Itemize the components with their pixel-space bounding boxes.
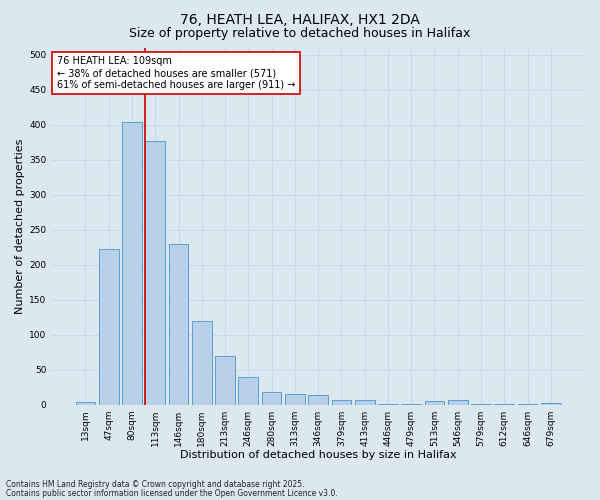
Bar (215, 356, 235, 405)
Text: 76, HEATH LEA, HALIFAX, HX1 2DA: 76, HEATH LEA, HALIFAX, HX1 2DA (180, 12, 420, 26)
Bar (262, 392, 281, 404)
Bar (332, 400, 352, 404)
Bar (308, 396, 328, 404)
Y-axis label: Number of detached properties: Number of detached properties (15, 138, 25, 314)
Bar (122, 122, 142, 404)
Text: 76 HEATH LEA: 109sqm
← 38% of detached houses are smaller (571)
61% of semi-deta: 76 HEATH LEA: 109sqm ← 38% of detached h… (56, 56, 295, 90)
Bar (541, 403, 561, 404)
Text: Size of property relative to detached houses in Halifax: Size of property relative to detached ho… (130, 28, 470, 40)
Bar (425, 401, 445, 404)
Bar (169, 244, 188, 404)
Text: Contains HM Land Registry data © Crown copyright and database right 2025.: Contains HM Land Registry data © Crown c… (6, 480, 305, 489)
Bar (355, 400, 374, 404)
Bar (99, 249, 119, 404)
Bar (192, 320, 212, 404)
Bar (285, 394, 305, 404)
Bar (238, 378, 258, 404)
Bar (448, 400, 467, 404)
Text: Contains public sector information licensed under the Open Government Licence v3: Contains public sector information licen… (6, 488, 338, 498)
Bar (145, 142, 165, 404)
Bar (76, 402, 95, 404)
X-axis label: Distribution of detached houses by size in Halifax: Distribution of detached houses by size … (180, 450, 457, 460)
